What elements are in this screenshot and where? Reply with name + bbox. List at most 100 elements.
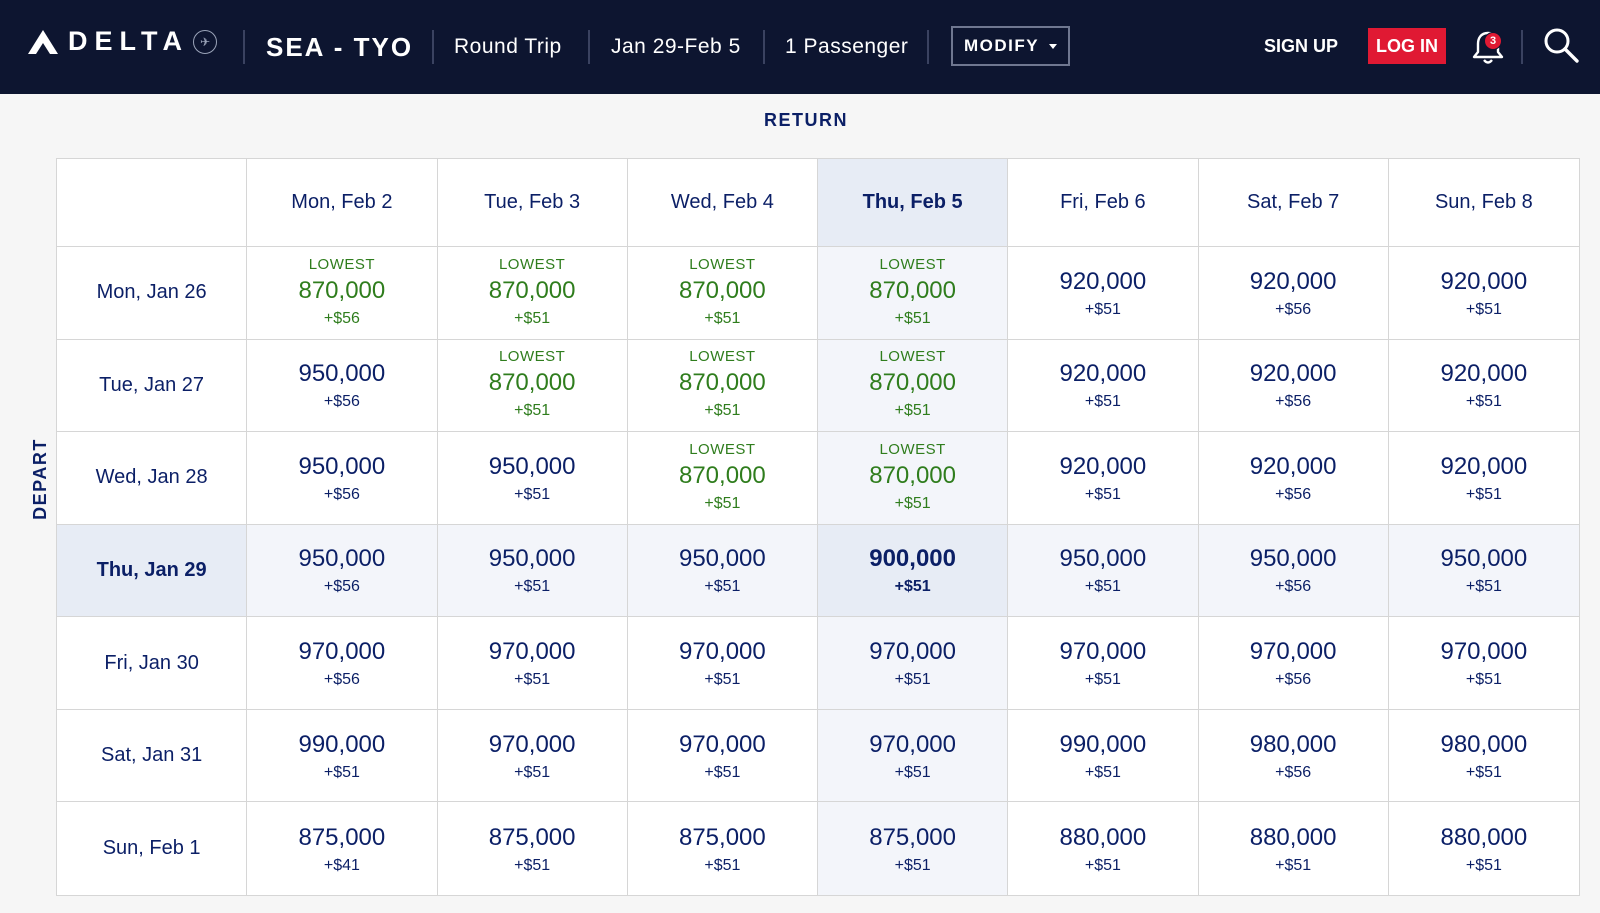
caret-down-icon bbox=[1049, 43, 1058, 49]
log-in-button[interactable]: LOG IN bbox=[1368, 28, 1446, 64]
fare-cell[interactable]: 920,000 +$51 bbox=[1388, 247, 1579, 340]
delta-widget-icon bbox=[28, 29, 58, 54]
fare-cell[interactable]: 950,000 +$51 bbox=[1388, 524, 1579, 618]
fare-cell[interactable]: 880,000 +$51 bbox=[1388, 802, 1579, 895]
fare-miles: 880,000 bbox=[1249, 823, 1337, 851]
fare-cell[interactable]: 990,000 +$51 bbox=[247, 709, 438, 803]
fare-taxes: +$56 bbox=[323, 578, 360, 596]
fare-miles: 920,000 bbox=[1059, 452, 1147, 480]
fare-cell[interactable]: 950,000 +$51 bbox=[627, 524, 818, 618]
fare-miles: 970,000 bbox=[869, 638, 956, 666]
fare-cell[interactable]: 970,000 +$51 bbox=[818, 617, 1009, 710]
search-icon[interactable] bbox=[1542, 26, 1580, 64]
fare-cell[interactable]: LOWEST 870,000 +$51 bbox=[437, 339, 628, 433]
fare-cell[interactable]: 920,000 +$51 bbox=[1388, 339, 1579, 433]
fare-cell[interactable]: LOWEST 870,000 +$51 bbox=[627, 247, 818, 340]
fare-cell[interactable]: 920,000 +$56 bbox=[1198, 339, 1389, 433]
depart-date-label: Mon, Jan 26 bbox=[96, 281, 207, 304]
fare-miles: 970,000 bbox=[1059, 638, 1147, 666]
return-date-header: Fri, Feb 6 bbox=[1008, 159, 1199, 247]
modify-search-button[interactable]: MODIFY bbox=[951, 26, 1070, 66]
fare-cell[interactable]: 880,000 +$51 bbox=[1008, 802, 1199, 895]
fare-taxes: +$51 bbox=[894, 856, 931, 874]
fare-cell[interactable]: 875,000 +$51 bbox=[818, 802, 1009, 895]
fare-cell[interactable]: 950,000 +$51 bbox=[1008, 524, 1199, 618]
fare-cell[interactable]: LOWEST 870,000 +$51 bbox=[818, 432, 1009, 525]
fare-cell[interactable]: 920,000 +$56 bbox=[1198, 247, 1389, 340]
fare-cell[interactable]: LOWEST 870,000 +$56 bbox=[247, 247, 438, 340]
fare-cell[interactable]: 950,000 +$51 bbox=[437, 432, 628, 525]
fare-cell[interactable]: LOWEST 870,000 +$51 bbox=[627, 339, 818, 433]
fare-cell[interactable]: 970,000 +$51 bbox=[1008, 617, 1199, 710]
fare-miles: 870,000 bbox=[488, 369, 576, 397]
fare-taxes: +$56 bbox=[1275, 485, 1312, 503]
fare-miles: 970,000 bbox=[869, 730, 956, 758]
fare-cell[interactable]: 875,000 +$41 bbox=[247, 802, 438, 895]
sign-up-link[interactable]: SIGN UP bbox=[1264, 36, 1339, 56]
fare-cell[interactable]: 980,000 +$51 bbox=[1388, 709, 1579, 803]
fare-cell[interactable]: 950,000 +$56 bbox=[247, 524, 438, 618]
fare-cell[interactable]: LOWEST 870,000 +$51 bbox=[818, 247, 1009, 340]
fare-cell[interactable]: LOWEST 870,000 +$51 bbox=[437, 247, 628, 340]
fare-cell[interactable]: 990,000 +$51 bbox=[1008, 709, 1199, 803]
fare-cell[interactable]: 970,000 +$56 bbox=[247, 617, 438, 710]
fare-miles: 870,000 bbox=[298, 276, 386, 304]
fare-cell[interactable]: LOWEST 870,000 +$51 bbox=[818, 339, 1009, 433]
fare-cell[interactable]: 920,000 +$51 bbox=[1388, 432, 1579, 525]
depart-date-header: Fri, Jan 30 bbox=[57, 617, 248, 710]
fare-cell[interactable]: 970,000 +$51 bbox=[627, 617, 818, 710]
fare-cell[interactable]: 950,000 +$51 bbox=[437, 524, 628, 618]
fare-taxes: +$56 bbox=[1275, 671, 1312, 689]
fare-taxes: +$51 bbox=[1275, 856, 1312, 874]
header-divider bbox=[927, 30, 929, 64]
fare-cell[interactable]: LOWEST 870,000 +$51 bbox=[627, 432, 818, 525]
header-divider bbox=[588, 30, 590, 64]
fare-taxes: +$51 bbox=[1084, 300, 1121, 318]
fare-cell[interactable]: 970,000 +$51 bbox=[627, 709, 818, 803]
fare-cell[interactable]: 920,000 +$51 bbox=[1008, 432, 1199, 525]
fare-cell[interactable]: 920,000 +$56 bbox=[1198, 432, 1389, 525]
fare-miles: 950,000 bbox=[488, 452, 576, 480]
fare-cell[interactable]: 950,000 +$56 bbox=[247, 432, 438, 525]
fare-cell[interactable]: 980,000 +$56 bbox=[1198, 709, 1389, 803]
fare-taxes: +$51 bbox=[514, 309, 551, 327]
fare-miles: 920,000 bbox=[1059, 267, 1147, 295]
return-date-header: Mon, Feb 2 bbox=[247, 159, 438, 247]
depart-date-header: Tue, Jan 27 bbox=[57, 339, 248, 433]
fare-cell[interactable]: 970,000 +$51 bbox=[818, 709, 1009, 803]
return-date-label: Mon, Feb 2 bbox=[291, 191, 393, 213]
fare-cell[interactable]: 970,000 +$51 bbox=[437, 709, 628, 803]
fare-cell[interactable]: 880,000 +$51 bbox=[1198, 802, 1389, 895]
fare-cell[interactable]: 970,000 +$51 bbox=[1388, 617, 1579, 710]
notification-count-badge: 3 bbox=[1484, 32, 1502, 50]
depart-date-header: Thu, Jan 29 bbox=[57, 524, 248, 618]
fare-cell[interactable]: 920,000 +$51 bbox=[1008, 339, 1199, 433]
fare-taxes: +$51 bbox=[704, 763, 741, 781]
fare-cell[interactable]: 875,000 +$51 bbox=[627, 802, 818, 895]
lowest-fare-tag: LOWEST bbox=[879, 440, 946, 458]
return-date-header: Sun, Feb 8 bbox=[1388, 159, 1579, 247]
grid-corner bbox=[57, 159, 248, 247]
fare-cell[interactable]: 900,000 +$51 bbox=[818, 524, 1009, 618]
depart-date-header: Sun, Feb 1 bbox=[57, 802, 248, 895]
fare-taxes: +$56 bbox=[1275, 393, 1312, 411]
fare-cell[interactable]: 970,000 +$51 bbox=[437, 617, 628, 710]
fare-miles: 875,000 bbox=[298, 823, 386, 851]
fare-miles: 870,000 bbox=[869, 461, 956, 489]
fare-taxes: +$51 bbox=[1084, 856, 1121, 874]
fare-miles: 920,000 bbox=[1440, 452, 1528, 480]
header-divider bbox=[243, 30, 245, 64]
lowest-fare-tag: LOWEST bbox=[879, 255, 946, 273]
fare-taxes: +$51 bbox=[514, 763, 551, 781]
header-divider bbox=[763, 30, 765, 64]
modify-label: MODIFY bbox=[963, 36, 1040, 55]
return-date-header: Wed, Feb 4 bbox=[627, 159, 818, 247]
fare-miles: 970,000 bbox=[488, 730, 576, 758]
lowest-fare-tag: LOWEST bbox=[689, 255, 756, 273]
fare-cell[interactable]: 970,000 +$56 bbox=[1198, 617, 1389, 710]
fare-cell[interactable]: 920,000 +$51 bbox=[1008, 247, 1199, 340]
delta-logo[interactable]: DELTA ✈ bbox=[28, 26, 217, 57]
fare-cell[interactable]: 950,000 +$56 bbox=[247, 339, 438, 433]
fare-cell[interactable]: 950,000 +$56 bbox=[1198, 524, 1389, 618]
fare-cell[interactable]: 875,000 +$51 bbox=[437, 802, 628, 895]
